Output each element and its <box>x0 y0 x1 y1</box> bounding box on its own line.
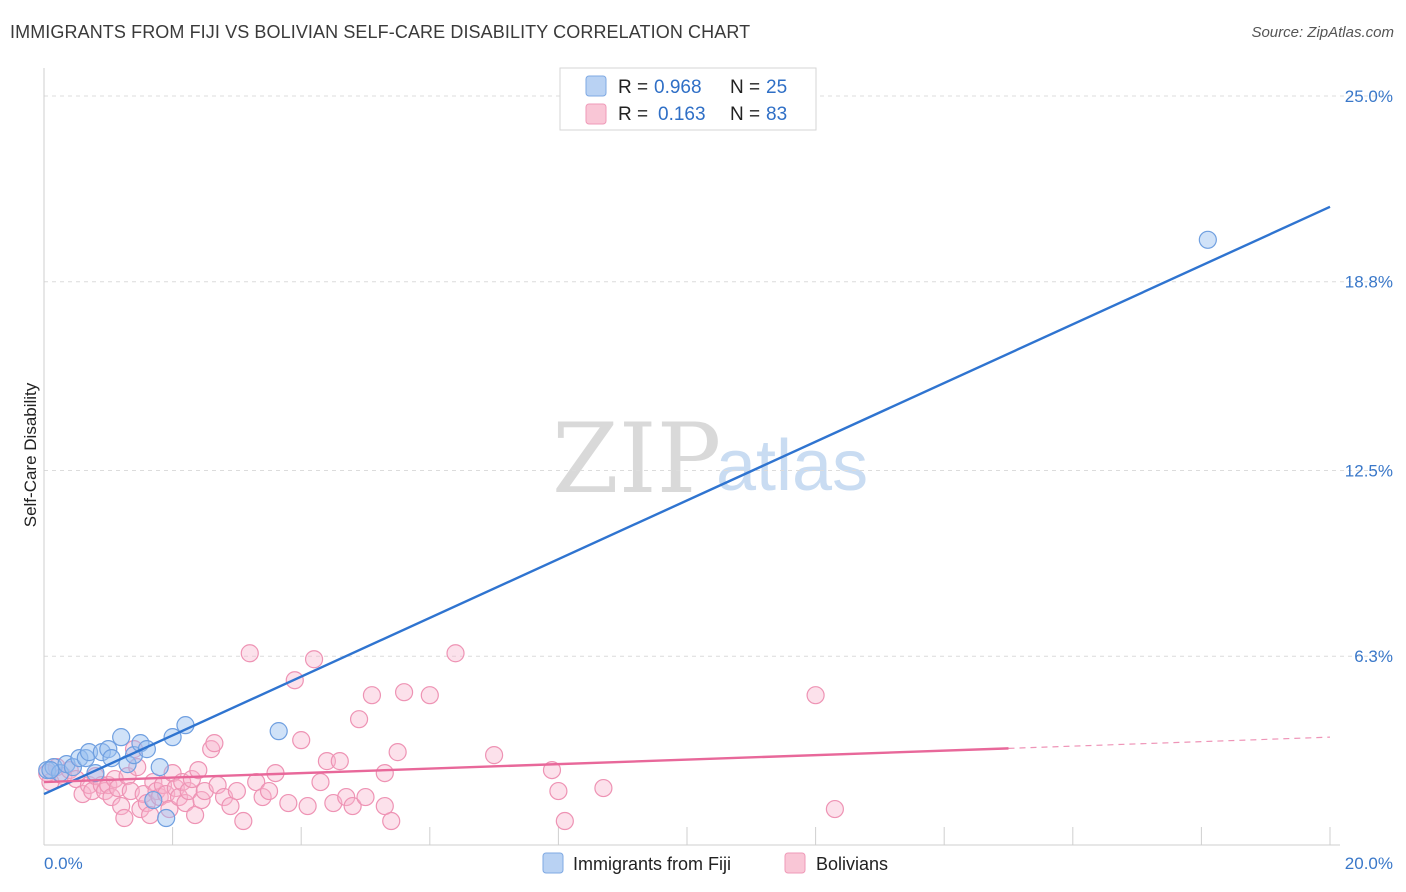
data-point-bolivians <box>375 763 394 783</box>
axes <box>43 68 1340 846</box>
y-tick-label: 6.3% <box>1354 647 1393 666</box>
legend-r-label-fiji: R = <box>618 77 648 98</box>
data-point-bolivians <box>394 683 414 702</box>
data-point-fiji <box>70 749 89 768</box>
bottom-legend-label-fiji: Immigrants from Fiji <box>573 854 731 874</box>
data-point-bolivians <box>186 805 205 825</box>
y-tick-label: 25.0% <box>1345 87 1393 106</box>
legend-swatch-fiji <box>585 75 607 97</box>
data-point-bolivians <box>330 752 349 771</box>
data-point-bolivians <box>112 796 131 816</box>
watermark-atlas: atlas <box>716 426 868 506</box>
data-point-bolivians <box>337 787 356 807</box>
data-point-bolivians <box>140 805 160 825</box>
y-tick-label: 12.5% <box>1345 461 1393 480</box>
data-point-bolivians <box>311 772 330 792</box>
y-axis-ticks: 6.3% 12.5% 18.8% 25.0% <box>1345 87 1393 666</box>
data-point-bolivians <box>179 781 198 801</box>
trend-line-bolivians <box>43 747 1009 784</box>
data-point-bolivians <box>485 746 504 765</box>
data-point-bolivians <box>375 796 394 816</box>
data-point-bolivians <box>343 796 362 816</box>
data-point-bolivians <box>259 781 279 801</box>
data-point-bolivians <box>362 686 382 705</box>
data-point-bolivians <box>189 760 208 780</box>
data-point-bolivians <box>555 811 574 831</box>
data-point-fiji <box>41 760 60 780</box>
grid-lines <box>44 95 1390 657</box>
data-point-fiji <box>157 808 176 828</box>
x-tick-label: 0.0% <box>44 854 83 873</box>
data-point-bolivians <box>542 760 562 780</box>
data-point-fiji <box>1198 230 1217 249</box>
data-point-bolivians <box>182 769 201 789</box>
bottom-legend-label-bolivians: Bolivians <box>816 854 888 874</box>
legend-n-value-fiji: 25 <box>766 77 787 98</box>
correlation-legend: R = 0.968 N = 25 R = 0.163 N = 83 <box>559 67 817 131</box>
legend-n-value-bolivians: 83 <box>766 104 787 125</box>
data-point-fiji <box>79 743 99 762</box>
data-point-bolivians <box>317 752 337 771</box>
data-point-fiji <box>144 790 163 810</box>
data-point-bolivians <box>83 781 102 801</box>
legend-r-value-fiji: 0.968 <box>654 77 702 98</box>
y-axis-label: Self-Care Disability <box>21 382 40 527</box>
data-point-bolivians <box>388 743 407 762</box>
data-point-bolivians <box>205 734 224 753</box>
y-tick-label: 18.8% <box>1345 273 1393 292</box>
trend-line-extension-bolivians <box>1008 736 1331 749</box>
data-point-bolivians <box>446 644 465 663</box>
legend-n-label-bolivians: N = <box>730 104 760 125</box>
data-point-fiji <box>63 758 83 777</box>
data-point-bolivians <box>240 644 259 663</box>
legend-r-value-bolivians: 0.163 <box>658 104 706 125</box>
series-fiji <box>38 230 1217 828</box>
data-point-bolivians <box>549 781 568 801</box>
data-point-fiji <box>112 728 131 747</box>
data-point-bolivians <box>594 778 613 798</box>
series-legend: Immigrants from Fiji Bolivians <box>542 852 888 874</box>
data-point-fiji <box>150 758 169 777</box>
x-tick-label: 20.0% <box>1345 854 1393 873</box>
data-point-bolivians <box>382 811 401 831</box>
chart-title: IMMIGRANTS FROM FIJI VS BOLIVIAN SELF-CA… <box>10 22 751 42</box>
legend-n-label-fiji: N = <box>730 77 760 98</box>
legend-swatch-bolivians <box>585 103 607 125</box>
data-point-bolivians <box>227 781 246 801</box>
data-point-fiji <box>269 722 288 741</box>
watermark-zip: ZIP <box>552 403 721 515</box>
x-axis-ticks: 0.0% 20.0% <box>44 854 1393 873</box>
data-point-bolivians <box>825 799 844 819</box>
data-point-bolivians <box>304 650 324 669</box>
data-point-bolivians <box>298 796 317 816</box>
trend-line-fiji <box>43 205 1331 796</box>
bottom-legend-swatch-bolivians <box>784 852 806 874</box>
data-point-bolivians <box>221 796 240 816</box>
data-point-bolivians <box>806 686 825 705</box>
data-point-bolivians <box>279 793 298 813</box>
data-point-bolivians <box>234 811 253 831</box>
source-label: Source: ZipAtlas.com <box>1251 24 1394 41</box>
legend-r-label-bolivians: R = <box>618 104 648 125</box>
data-point-bolivians <box>356 787 375 807</box>
bottom-legend-swatch-fiji <box>542 852 564 874</box>
data-point-bolivians <box>349 710 369 729</box>
data-point-bolivians <box>292 731 311 750</box>
data-point-bolivians <box>115 808 134 828</box>
data-point-bolivians <box>420 686 439 705</box>
trend-lines <box>43 205 1331 796</box>
